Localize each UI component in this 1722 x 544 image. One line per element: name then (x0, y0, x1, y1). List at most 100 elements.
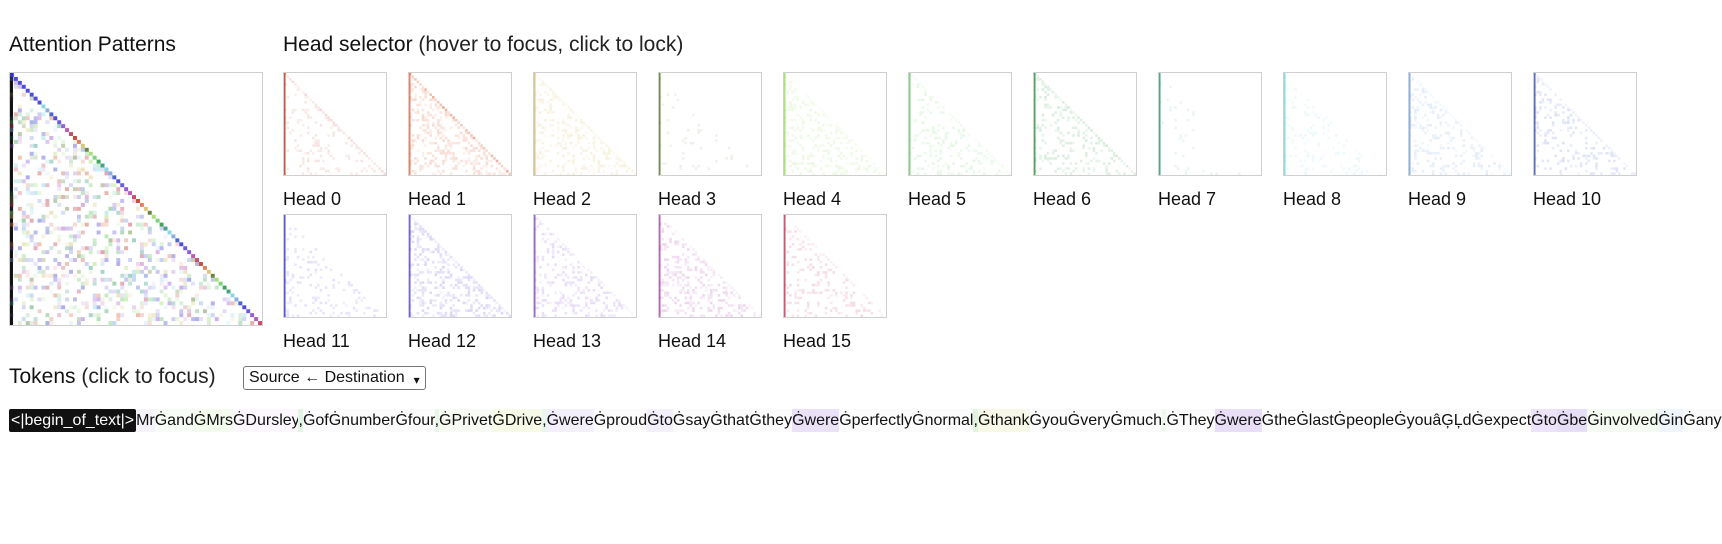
attention-cell (57, 183, 62, 188)
head-6-thumbnail[interactable] (1033, 72, 1137, 176)
attention-cell (914, 78, 917, 81)
head-8-thumbnail[interactable] (1283, 72, 1387, 176)
token[interactable]: Ġpeople (1333, 409, 1395, 432)
head-5-tile[interactable]: Head 5 (908, 72, 1012, 210)
token[interactable]: Ġand (154, 409, 194, 432)
token[interactable]: Ġnumber (328, 409, 396, 432)
attention-cell (1008, 172, 1011, 175)
attention-cell (41, 163, 46, 168)
head-8-tile[interactable]: Head 8 (1283, 72, 1387, 210)
head-14-tile[interactable]: Head 14 (658, 214, 762, 352)
head-1-tile[interactable]: Head 1 (408, 72, 512, 210)
attention-cell (437, 149, 440, 153)
token[interactable]: âĢĻd (1432, 409, 1472, 432)
head-2-thumbnail[interactable] (533, 72, 637, 176)
token[interactable]: Ġsay (672, 409, 711, 432)
head-15-thumbnail[interactable] (783, 214, 887, 318)
attention-cell (1059, 111, 1063, 114)
token[interactable]: ĠMrs (193, 409, 233, 432)
token[interactable]: Ġlast (1296, 409, 1334, 432)
attention-cell (342, 288, 346, 292)
token[interactable]: ĠThey (1166, 409, 1215, 432)
token[interactable]: Ġthank (977, 409, 1030, 432)
token[interactable]: Ġyou (1394, 409, 1433, 432)
token[interactable]: Ġthat (710, 409, 750, 432)
head-1-thumbnail[interactable] (408, 72, 512, 176)
head-15-tile[interactable]: Head 15 (783, 214, 887, 352)
head-9-tile[interactable]: Head 9 (1408, 72, 1512, 210)
attention-cell (500, 172, 504, 175)
token[interactable]: Ġwere (546, 409, 594, 432)
token[interactable]: ĠDrive (492, 409, 543, 432)
attention-cell (1536, 121, 1540, 124)
attention-cell (676, 276, 680, 279)
token[interactable]: Ġto (1531, 409, 1557, 432)
attention-cell (33, 143, 38, 148)
head-12-tile[interactable]: Head 12 (408, 214, 512, 352)
attention-pattern-main-plot[interactable] (9, 72, 263, 326)
head-14-thumbnail[interactable] (658, 214, 762, 318)
token[interactable]: Ġnormal (912, 409, 974, 432)
attention-cell (1585, 146, 1588, 150)
head-0-thumbnail[interactable] (283, 72, 387, 176)
token[interactable]: Ġwere (792, 409, 840, 432)
token[interactable]: Ġof (302, 409, 329, 432)
token[interactable]: Ġproud (593, 409, 648, 432)
token[interactable]: Ġyou (1029, 409, 1068, 432)
token[interactable]: , (542, 409, 547, 432)
head-12-thumbnail[interactable] (408, 214, 512, 318)
attention-cell (1092, 146, 1096, 150)
head-7-thumbnail[interactable] (1158, 72, 1262, 176)
head-11-thumbnail[interactable] (283, 214, 387, 318)
head-2-tile[interactable]: Head 2 (533, 72, 637, 210)
attention-cell (824, 276, 828, 279)
token[interactable]: Ġvery (1067, 409, 1111, 432)
attention-cell (564, 103, 568, 107)
head-4-thumbnail[interactable] (783, 72, 887, 176)
attention-cell (845, 169, 848, 173)
head-10-tile[interactable]: Head 10 (1533, 72, 1637, 210)
head-13-thumbnail[interactable] (533, 214, 637, 318)
token[interactable]: Ġanything (1683, 409, 1722, 432)
token[interactable]: Ġexpect (1471, 409, 1532, 432)
attention-cell (699, 296, 703, 300)
head-3-thumbnail[interactable] (658, 72, 762, 176)
token[interactable]: ĠDursley (232, 409, 299, 432)
head-7-tile[interactable]: Head 7 (1158, 72, 1262, 210)
token[interactable]: Ġin (1658, 409, 1684, 432)
attention-cell (824, 113, 828, 117)
token[interactable]: Ġperfectly (839, 409, 913, 432)
head-9-thumbnail[interactable] (1408, 72, 1512, 176)
token[interactable]: , (973, 409, 978, 432)
token[interactable]: Ġinvolved (1587, 409, 1659, 432)
head-4-tile[interactable]: Head 4 (783, 72, 887, 210)
attention-cell (1534, 85, 1537, 89)
attention-cell (65, 206, 70, 211)
head-10-thumbnail[interactable] (1533, 72, 1637, 176)
attention-cell (549, 283, 552, 287)
token[interactable]: ĠPrivet (439, 409, 493, 432)
token[interactable]: Mr (136, 409, 155, 432)
token[interactable]: Ġmuch (1110, 409, 1163, 432)
token[interactable]: . (1162, 409, 1167, 432)
attention-cell (784, 121, 787, 124)
token[interactable]: Ġto (647, 409, 673, 432)
head-5-thumbnail[interactable] (908, 72, 1012, 176)
attention-cell (840, 172, 843, 175)
head-6-tile[interactable]: Head 6 (1033, 72, 1137, 210)
token[interactable]: Ġthey (749, 409, 793, 432)
token[interactable]: Ġthe (1261, 409, 1297, 432)
attention-cell (409, 273, 412, 277)
head-11-tile[interactable]: Head 11 (283, 214, 387, 352)
attention-cell (671, 271, 675, 274)
token[interactable]: , (298, 409, 303, 432)
direction-select[interactable]: Source ← Destination ▾ (243, 366, 426, 390)
token[interactable]: Ġbe (1556, 409, 1588, 432)
head-0-tile[interactable]: Head 0 (283, 72, 387, 210)
head-3-tile[interactable]: Head 3 (658, 72, 762, 210)
head-13-tile[interactable]: Head 13 (533, 214, 637, 352)
token-focused[interactable]: <|begin_of_text|> (9, 409, 137, 432)
token[interactable]: Ġfour (395, 409, 435, 432)
token[interactable]: , (434, 409, 440, 432)
token[interactable]: Ġwere (1214, 409, 1262, 432)
